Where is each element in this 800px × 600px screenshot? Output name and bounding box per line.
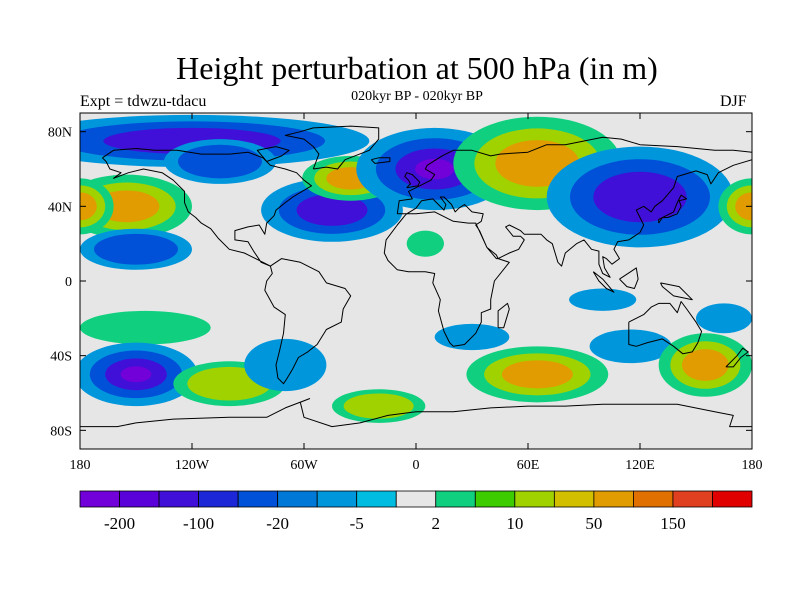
- south-america-coast: [264, 258, 352, 385]
- season-label: DJF: [720, 93, 747, 110]
- colorbar-box: [158, 490, 199, 508]
- lat-tick-label: 40N: [48, 200, 72, 215]
- colorbar-box: [395, 490, 437, 508]
- experiment-label: Expt = tdwzu-tdacu: [80, 93, 207, 110]
- colorbar-label: -200: [104, 514, 135, 533]
- south-indian-high-level-50: [501, 360, 573, 389]
- south-pacific-deep-low: [80, 342, 198, 407]
- lon-tick-label: 120E: [625, 458, 655, 473]
- baffin-coast: [256, 146, 290, 162]
- south-america-low-level-neg5: [244, 338, 327, 392]
- greenland-coast: [284, 125, 380, 170]
- colorbar: -200 -100 -20 -5 2 10 50 150: [79, 490, 753, 533]
- tropical-atlantic-positive-level-2: [406, 230, 445, 257]
- south-indian-high: [466, 346, 609, 403]
- borneo-coast: [619, 267, 639, 289]
- new-zealand-coast: [725, 347, 749, 368]
- lat-tick-label: 80N: [48, 126, 72, 141]
- iceland-coast: [370, 157, 391, 164]
- lon-tick-label: 120W: [175, 458, 210, 473]
- lon-tick-label: 180: [70, 458, 91, 473]
- lon-tick-label: 180: [742, 458, 763, 473]
- southeast-indian-low: [589, 329, 672, 364]
- south-indian-patch: [569, 288, 637, 311]
- colorbar-box: [474, 490, 516, 508]
- east-asia-low-level-neg100: [593, 171, 687, 223]
- new-guinea-coast: [660, 282, 693, 301]
- colorbar-box: [633, 490, 674, 508]
- colorbar-box: [79, 490, 120, 508]
- colorbar-box: [119, 490, 160, 508]
- north-pacific-south-lobe-negative: [80, 228, 192, 270]
- colorbar-box: [356, 490, 397, 508]
- uk-coast: [404, 172, 421, 189]
- map-plot-area: [79, 112, 753, 450]
- south-atlantic-high: [332, 389, 426, 423]
- colorbar-box: [553, 490, 595, 508]
- lon-tick-label: 60W: [290, 458, 318, 473]
- tropical-atlantic-positive: [406, 230, 445, 257]
- eurasia-africa-coast: [383, 136, 752, 347]
- japan-coast: [658, 194, 688, 224]
- colorbar-label: 150: [660, 514, 686, 533]
- south-atlantic-high-level-10: [343, 393, 414, 419]
- map-subtitle: 020kyr BP - 020kyr BP: [351, 89, 483, 104]
- north-pacific-south-lobe-negative-level-neg20: [94, 233, 178, 265]
- lat-tick-label: 0: [65, 275, 72, 290]
- south-america-low: [244, 338, 327, 392]
- southeast-indian-low-level-neg5: [589, 329, 672, 364]
- australia-coast: [628, 301, 703, 355]
- southwest-pacific-high-level-50: [682, 349, 729, 381]
- south-pacific-high-band-level-2: [80, 310, 211, 345]
- west-pacific-high-level-50: [735, 192, 752, 221]
- colorbar-box: [237, 490, 279, 508]
- west-pacific-high-wrap-level-50: [80, 192, 97, 221]
- colorbar-label: -5: [350, 514, 364, 533]
- madagascar-coast: [497, 302, 510, 329]
- anomaly-contours: [80, 114, 752, 423]
- colorbar-label: 10: [506, 514, 523, 533]
- europe-deep-low-level-neg200: [415, 158, 455, 180]
- sumatra-coast: [592, 271, 615, 293]
- lon-tick-label: 0: [413, 458, 420, 473]
- colorbar-box: [277, 490, 318, 508]
- lat-tick-label: 80S: [50, 424, 72, 439]
- map-title: Height perturbation at 500 hPa (in m): [176, 50, 658, 86]
- coastlines: [80, 125, 752, 428]
- north-atlantic-low-level-neg100: [296, 194, 368, 226]
- south-pacific-deep-low-level-neg200: [120, 366, 152, 383]
- southwest-pacific-high: [658, 333, 752, 397]
- north-america-coast: [102, 148, 312, 267]
- colorbar-box: [198, 490, 239, 508]
- colorbar-box: [514, 490, 555, 508]
- colorbar-label: -100: [183, 514, 214, 533]
- north-america-low: [164, 139, 276, 184]
- south-pacific-high-band: [80, 310, 211, 345]
- axis-ticks: 80N 40N 0 40S 80S 180 120W 60W 0 60E 120E 180: [48, 113, 763, 473]
- lon-tick-label: 60E: [517, 458, 540, 473]
- colorbar-box: [316, 490, 358, 508]
- east-asia-low: [546, 146, 734, 248]
- southwest-pacific-low: [696, 303, 752, 334]
- lat-tick-label: 40S: [50, 350, 72, 365]
- colorbar-box: [593, 490, 634, 508]
- antarctica-coast: [80, 398, 752, 428]
- south-indian-patch-level-neg5: [569, 288, 637, 311]
- colorbar-label: 2: [432, 514, 441, 533]
- colorbar-label: 50: [585, 514, 602, 533]
- colorbar-box: [672, 490, 713, 508]
- colorbar-label: -20: [266, 514, 289, 533]
- colorbar-box: [435, 490, 476, 508]
- west-pacific-high: [80, 178, 752, 235]
- colorbar-box: [712, 490, 753, 508]
- north-america-low-level-neg20: [178, 144, 262, 179]
- southwest-pacific-low-level-neg5: [696, 303, 752, 334]
